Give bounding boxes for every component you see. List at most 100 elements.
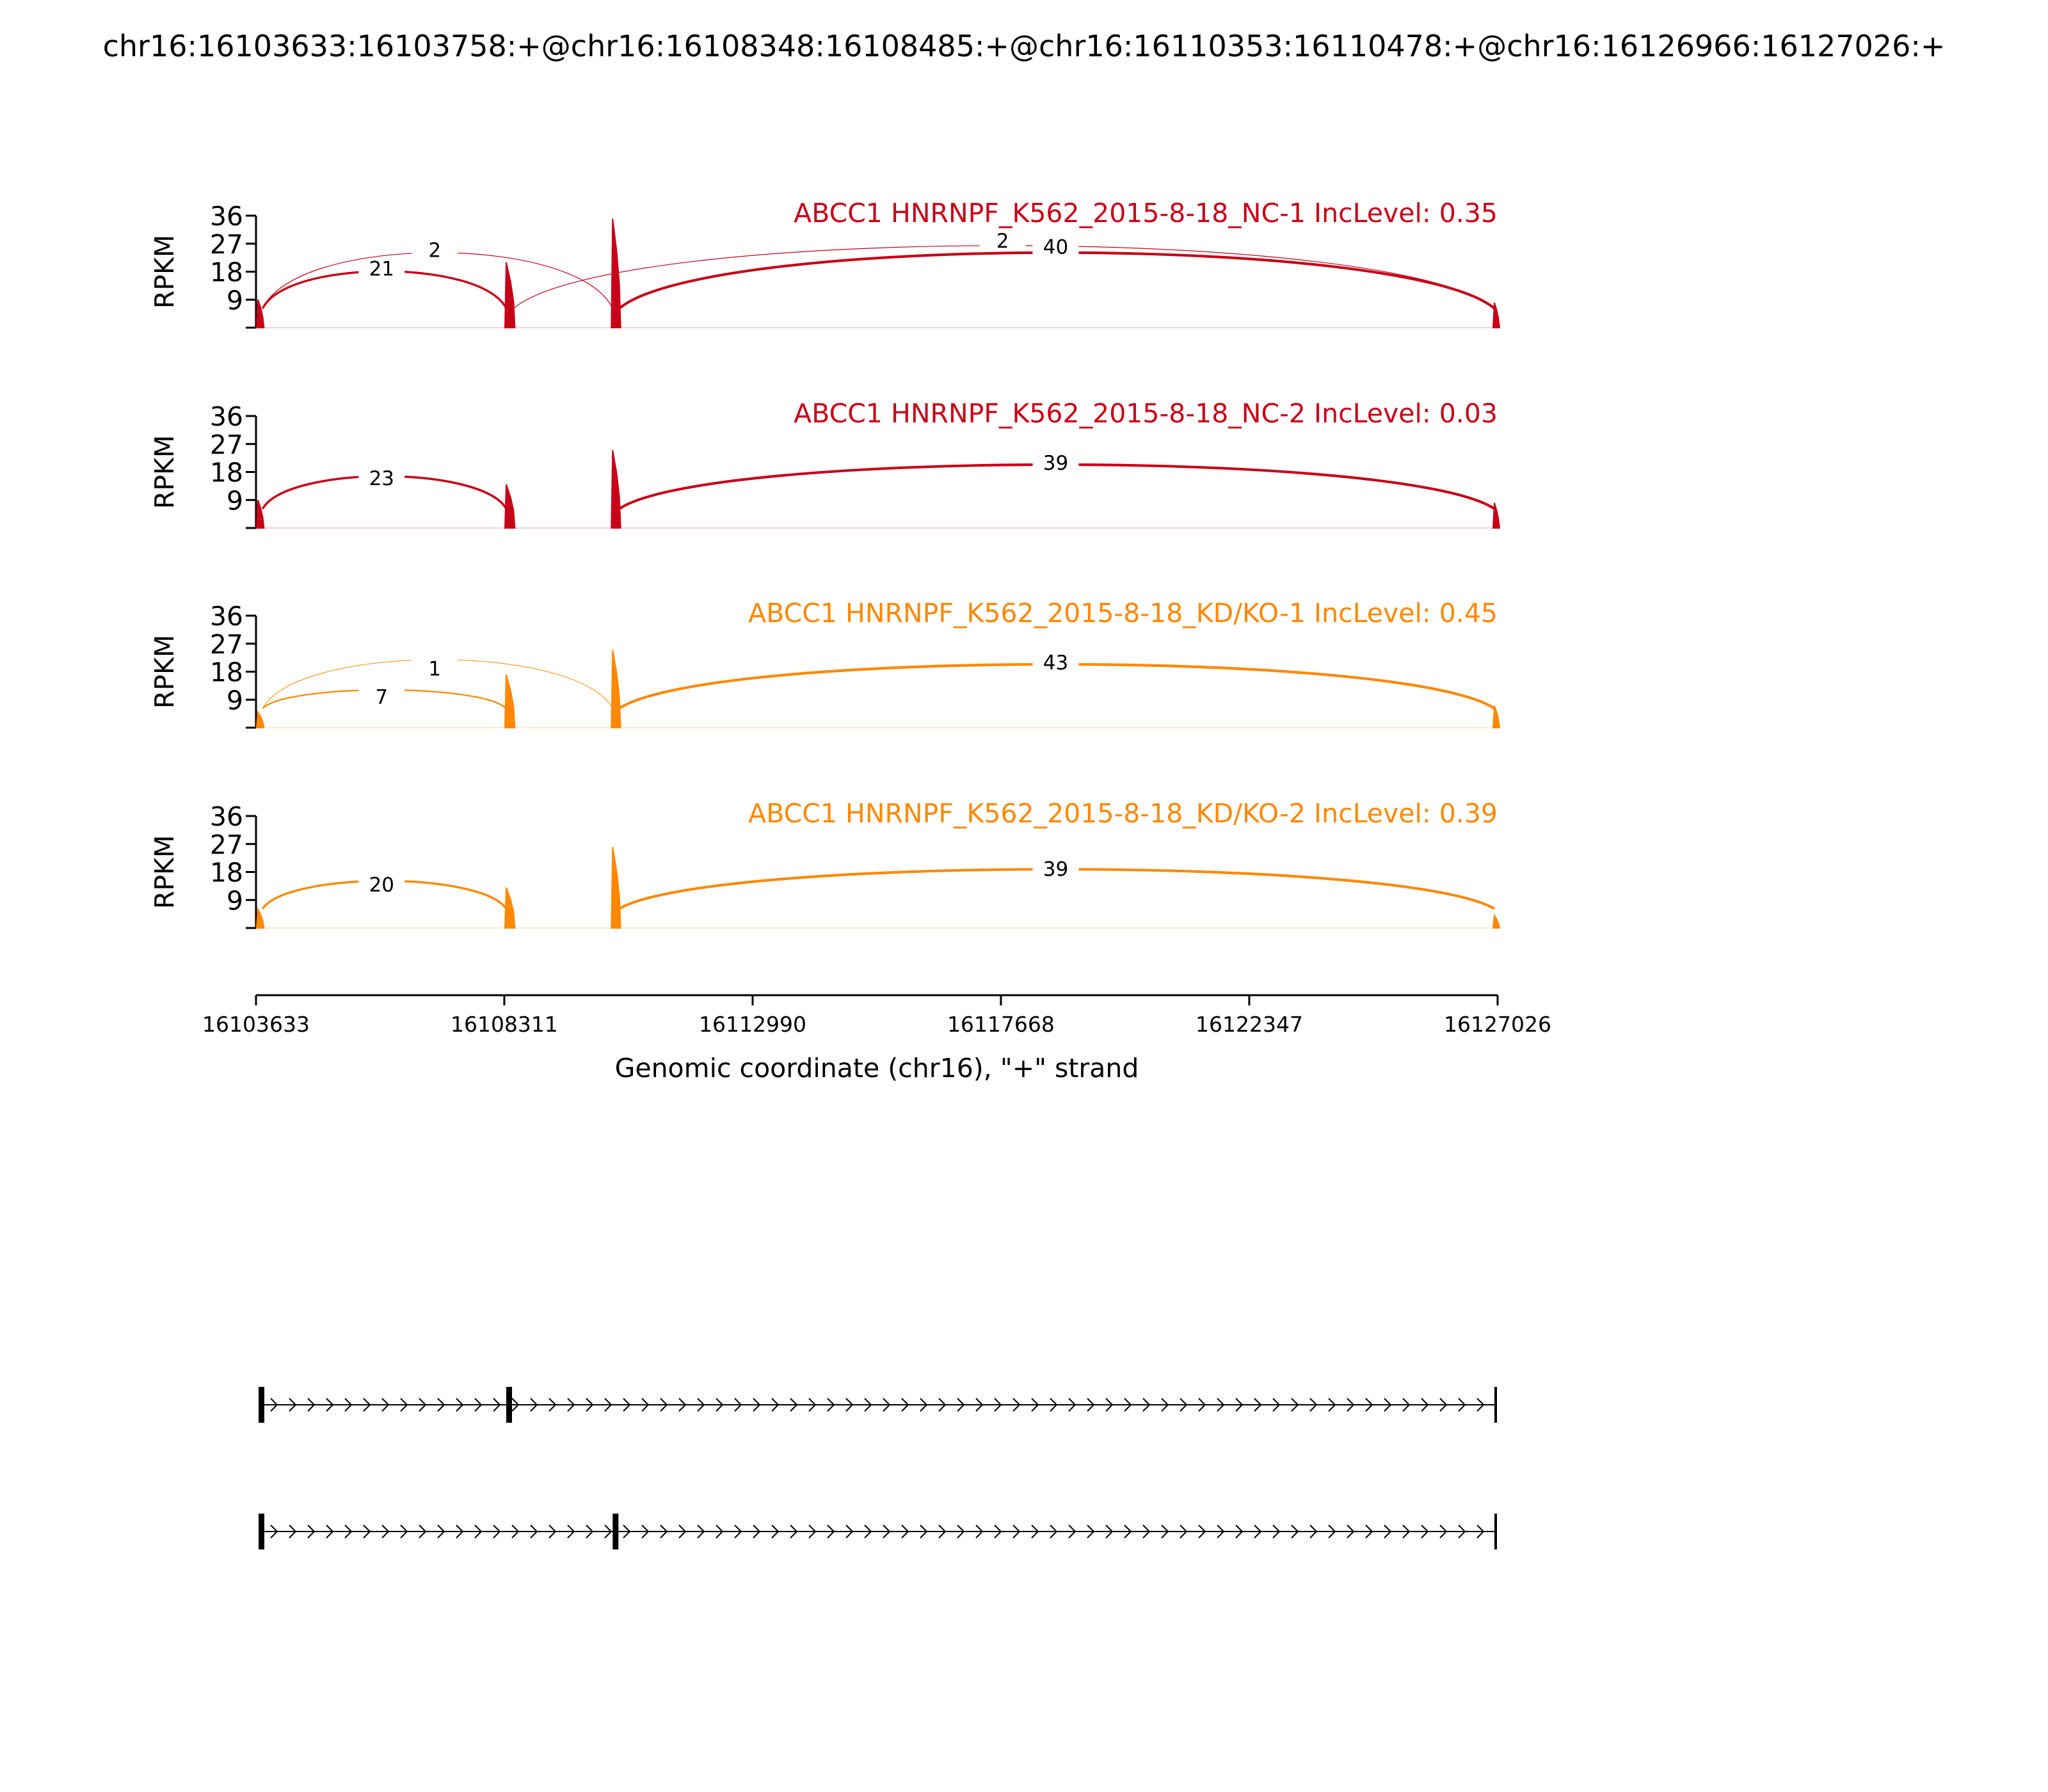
strand-arrow <box>808 1398 817 1412</box>
strand-arrow <box>1198 1524 1206 1539</box>
exon-coverage-peak <box>504 887 516 929</box>
y-tick-label: 9 <box>227 885 243 916</box>
strand-arrow <box>697 1398 705 1412</box>
strand-arrow <box>1347 1524 1355 1539</box>
x-tick-label: 16103633 <box>202 1012 310 1037</box>
x-tick-label: 16112990 <box>699 1012 806 1037</box>
y-tick-label: 36 <box>210 201 243 232</box>
strand-arrow <box>864 1398 872 1412</box>
exon-coverage-peak <box>255 299 265 328</box>
genomic-x-axis: Genomic coordinate (chr16), "+" strand 1… <box>202 994 1551 1084</box>
strand-arrow <box>1050 1398 1058 1412</box>
strand-arrow <box>1012 1524 1021 1539</box>
strand-arrow <box>586 1524 594 1539</box>
strand-arrow <box>474 1524 483 1539</box>
strand-arrow <box>326 1398 334 1412</box>
strand-arrow <box>678 1524 687 1539</box>
strand-arrow <box>716 1398 724 1412</box>
strand-arrow <box>938 1524 947 1539</box>
strand-arrow <box>901 1398 909 1412</box>
strand-arrow <box>419 1524 427 1539</box>
strand-arrow <box>530 1524 538 1539</box>
strand-arrow <box>1458 1524 1466 1539</box>
exon-coverage-peak <box>255 710 265 728</box>
strand-arrow <box>1235 1398 1244 1412</box>
exon-block <box>1494 1514 1498 1549</box>
strand-arrow <box>1087 1398 1095 1412</box>
strand-arrow <box>994 1524 1002 1539</box>
y-tick-label: 9 <box>227 285 243 316</box>
strand-arrow <box>604 1398 612 1412</box>
strand-arrow <box>623 1524 631 1539</box>
strand-arrow <box>1291 1524 1299 1539</box>
exon-coverage-peak <box>1492 302 1501 328</box>
strand-arrow <box>548 1398 557 1412</box>
strand-arrow <box>1365 1398 1373 1412</box>
strand-arrow <box>1012 1398 1021 1412</box>
exon-coverage-peak <box>255 499 265 529</box>
strand-arrow <box>1068 1398 1076 1412</box>
strand-arrow <box>1142 1524 1151 1539</box>
strand-arrow <box>307 1524 316 1539</box>
junction-count-label: 23 <box>369 467 394 490</box>
strand-arrow <box>586 1398 594 1412</box>
strand-arrow <box>957 1524 965 1539</box>
strand-arrow <box>381 1398 390 1412</box>
strand-arrow <box>326 1524 334 1539</box>
exon-block <box>506 1387 513 1423</box>
strand-arrow <box>1347 1398 1355 1412</box>
junction-label-bg <box>358 872 405 896</box>
strand-arrow <box>1124 1524 1132 1539</box>
strand-arrow <box>864 1524 872 1539</box>
strand-arrow <box>920 1524 928 1539</box>
strand-arrow <box>697 1524 705 1539</box>
junction-label-bg <box>1032 235 1079 259</box>
exon-coverage-peak <box>1492 913 1501 929</box>
x-tick-label: 16108311 <box>451 1012 558 1037</box>
junction-count-label: 39 <box>1043 452 1068 475</box>
strand-arrow <box>307 1398 316 1412</box>
strand-arrow <box>1105 1524 1114 1539</box>
strand-arrow <box>975 1398 984 1412</box>
strand-arrow <box>1421 1524 1429 1539</box>
strand-arrow <box>1198 1398 1206 1412</box>
y-axis-label: RPKM <box>149 435 180 509</box>
strand-arrow <box>1439 1524 1448 1539</box>
y-tick-label: 18 <box>210 858 243 888</box>
strand-arrow <box>1161 1398 1169 1412</box>
strand-arrow <box>883 1524 891 1539</box>
strand-arrow <box>493 1524 501 1539</box>
strand-arrow <box>1328 1524 1336 1539</box>
strand-arrow <box>1031 1524 1039 1539</box>
strand-arrow <box>1328 1398 1336 1412</box>
exon-coverage-peak <box>1492 705 1501 728</box>
x-tick-label: 16127026 <box>1444 1012 1551 1037</box>
strand-arrow <box>493 1398 501 1412</box>
strand-arrow <box>1087 1524 1095 1539</box>
junction-label-bg <box>1032 857 1079 881</box>
isoform-1 <box>259 1387 1498 1423</box>
strand-arrow <box>678 1398 687 1412</box>
strand-arrow <box>660 1398 668 1412</box>
strand-arrow <box>771 1398 780 1412</box>
y-tick-label: 36 <box>210 401 243 432</box>
strand-arrow <box>437 1398 445 1412</box>
strand-arrow <box>1031 1398 1039 1412</box>
strand-arrow <box>1291 1398 1299 1412</box>
exon-coverage-peak <box>611 847 621 929</box>
junction-count-label: 21 <box>369 258 394 281</box>
strand-arrow <box>1272 1398 1281 1412</box>
strand-arrow <box>1402 1524 1411 1539</box>
y-tick-label: 18 <box>210 257 243 288</box>
strand-arrow <box>957 1398 965 1412</box>
strand-arrow <box>1384 1524 1392 1539</box>
strand-arrow <box>289 1398 297 1412</box>
junction-count-label: 2 <box>428 239 441 262</box>
strand-arrow <box>753 1398 761 1412</box>
